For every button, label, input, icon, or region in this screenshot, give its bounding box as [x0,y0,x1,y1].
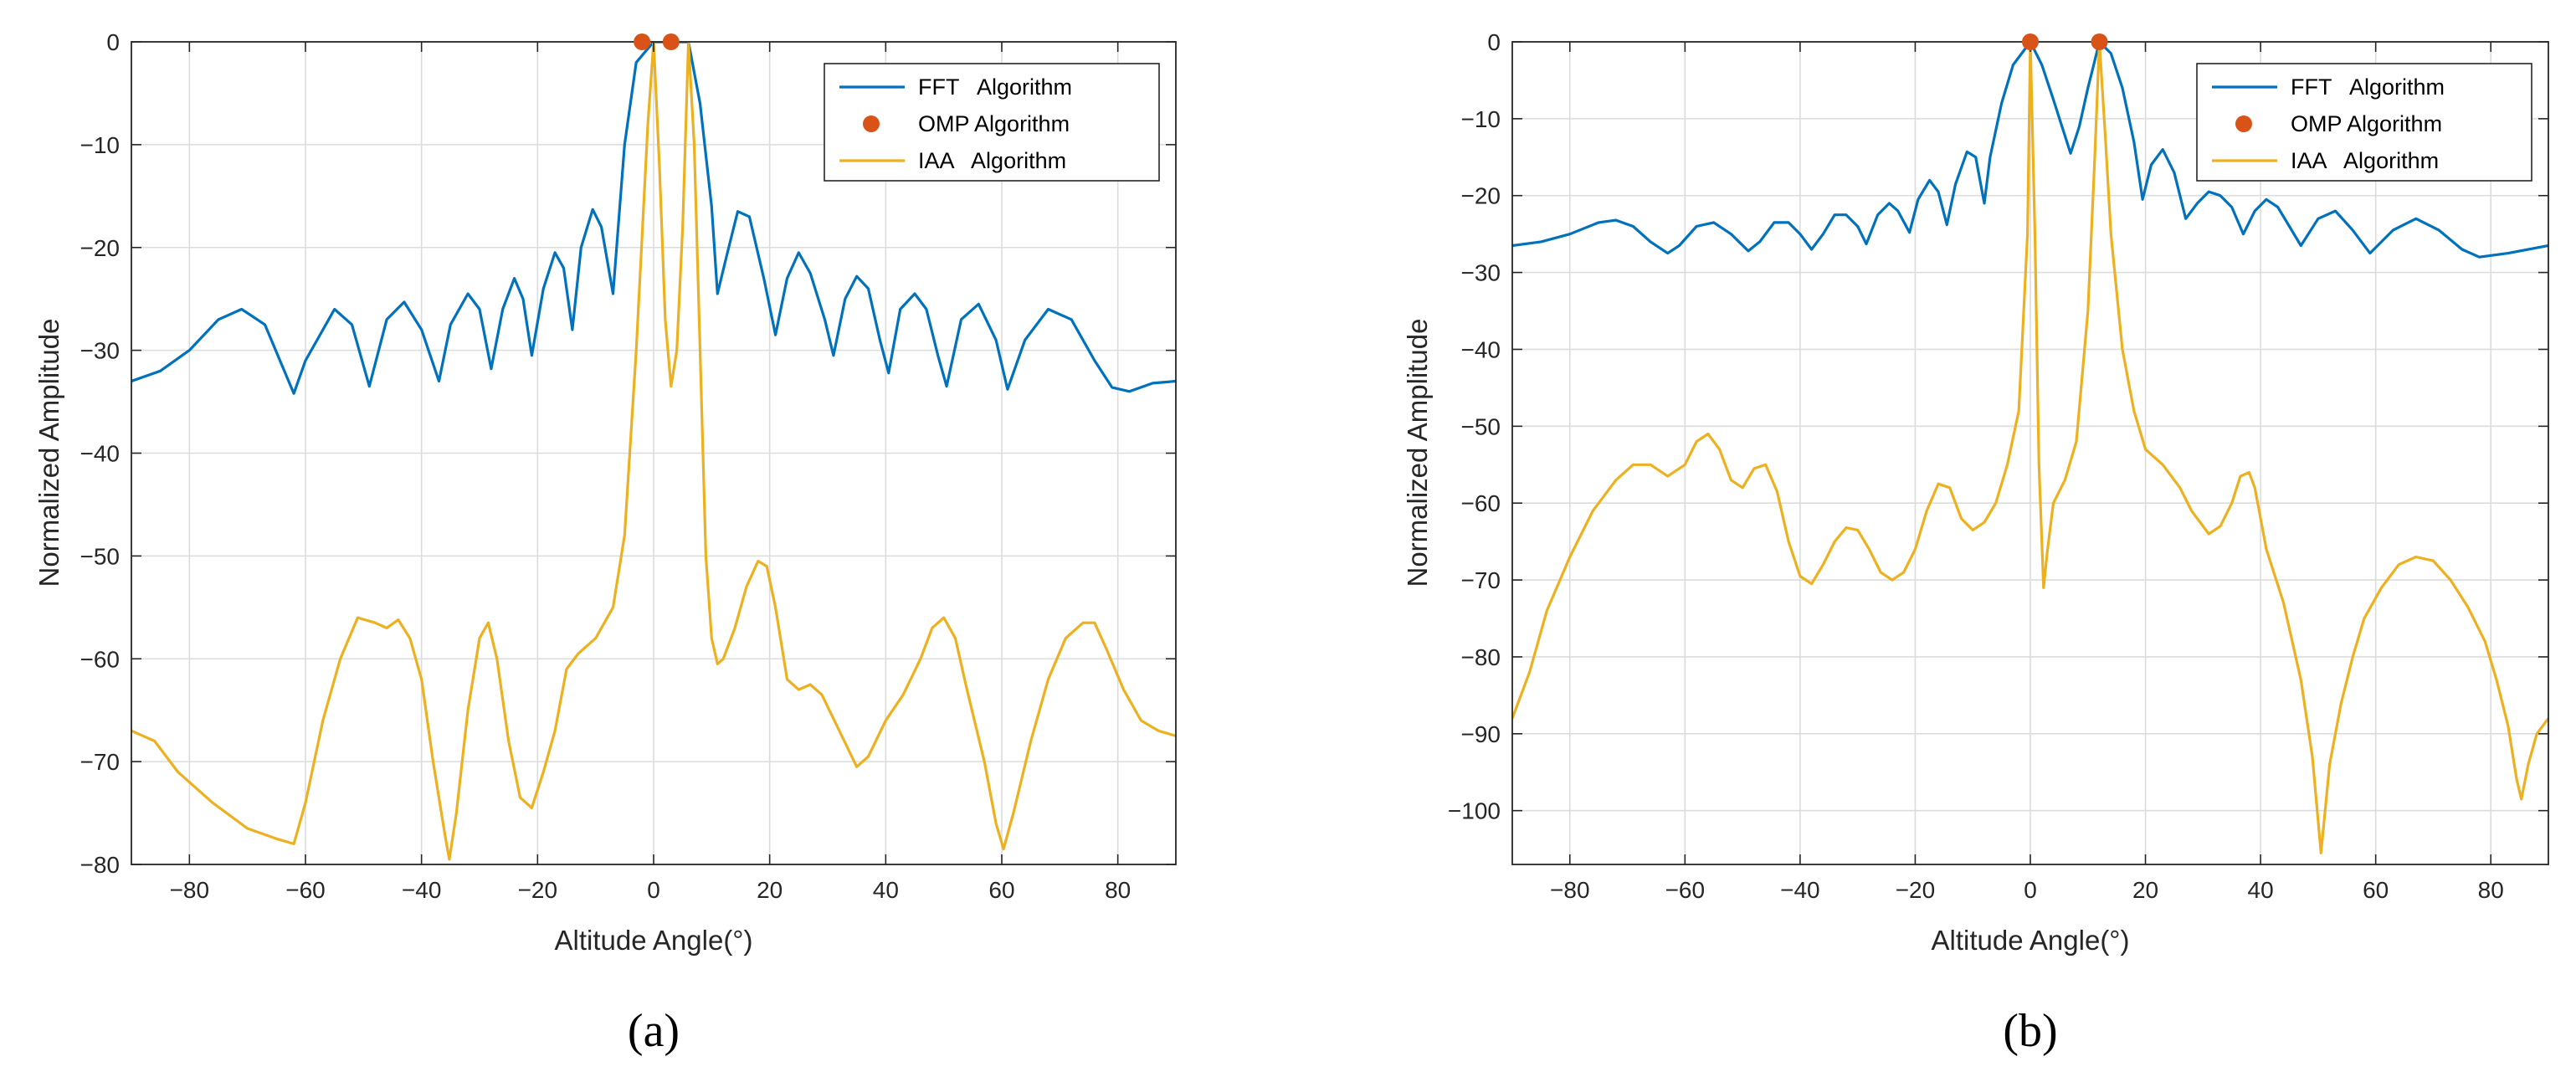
y-tick-label: −80 [80,852,121,878]
y-axis-ticks: 0 −10 −20 −30 −40 −50 −60 −70 −80 −90 −100 [1448,29,2548,824]
x-tick-label: 40 [2248,877,2274,903]
panel-label-a: (a) [628,1005,680,1057]
y-axis-label: Normalized Amplitude [33,319,64,587]
x-axis-ticks: −80 −60 −40 −20 0 20 40 60 80 [1550,42,2504,903]
x-tick-label: 0 [2024,877,2037,903]
y-tick-label: −20 [80,235,121,261]
x-axis-label: Altitude Angle(°) [555,925,753,956]
y-tick-label: −40 [1461,336,1501,362]
x-tick-label: 0 [647,877,660,903]
y-tick-label: −10 [1461,106,1501,132]
y-tick-label: −70 [80,749,121,775]
y-tick-label: −50 [1461,413,1501,439]
x-tick-label: −80 [170,877,210,903]
y-tick-label: 0 [1487,29,1501,55]
series-group [1512,42,2548,854]
x-tick-label: 20 [2132,877,2158,903]
y-tick-label: −100 [1448,798,1501,824]
fft-series-line [1512,42,2548,259]
legend-label: FFT Algorithm [918,74,1072,100]
omp-marker [634,33,651,50]
y-axis-ticks: 0 −10 −20 −30 −40 −50 −60 −70 −80 [80,29,1176,878]
y-tick-label: −20 [1461,183,1501,209]
x-tick-label: −40 [1780,877,1820,903]
y-tick-label: −30 [1461,260,1501,286]
y-tick-label: −60 [80,646,121,672]
y-tick-label: −30 [80,338,121,364]
legend-marker [863,115,880,132]
x-axis-label: Altitude Angle(°) [1932,925,2130,956]
legend-label: FFT Algorithm [2291,74,2445,100]
x-tick-label: 60 [2363,877,2389,903]
chart-panel-a: −80 −60 −40 −20 0 20 40 60 80 0 −10 −20 −30 −40 −50 −6… [33,29,1177,1057]
x-tick-label: 20 [757,877,783,903]
omp-marker [2091,33,2108,50]
chart-panel-b: −80 −60 −40 −20 0 20 40 60 80 0 −10 −20 −30 −40 −50 −6… [1402,29,2549,1057]
x-tick-label: −20 [1896,877,1936,903]
y-tick-label: −50 [80,543,121,569]
x-tick-label: −80 [1550,877,1590,903]
omp-marker [2022,33,2039,50]
fft-series-line [131,42,1176,395]
x-tick-label: 80 [1105,877,1131,903]
x-tick-label: 80 [2478,877,2504,903]
legend-label: IAA Algorithm [918,148,1066,173]
legend-marker [2235,115,2252,132]
y-tick-label: −80 [1461,644,1501,670]
y-tick-label: −70 [1461,567,1501,593]
legend: FFT Algorithm OMP Algorithm IAA Algorithm [2196,63,2532,182]
x-tick-label: 40 [873,877,899,903]
y-tick-label: −90 [1461,721,1501,747]
iaa-series-line [131,42,1176,861]
grid-lines [1512,41,2548,864]
y-tick-label: 0 [106,29,120,55]
series-group [131,42,1176,861]
y-tick-label: −40 [80,441,121,467]
x-tick-label: −60 [1665,877,1706,903]
y-tick-label: −60 [1461,490,1501,516]
x-tick-label: −60 [285,877,326,903]
x-tick-label: −40 [402,877,442,903]
x-tick-label: −20 [518,877,558,903]
x-axis-ticks: −80 −60 −40 −20 0 20 40 60 80 [170,42,1131,903]
legend-label: IAA Algorithm [2291,148,2439,173]
x-tick-label: 60 [988,877,1014,903]
omp-marker [662,33,680,50]
panel-label-b: (b) [2003,1005,2057,1057]
legend-label: OMP Algorithm [918,111,1070,136]
legend-label: OMP Algorithm [2291,111,2442,136]
y-tick-label: −10 [80,132,121,158]
y-axis-label: Normalized Amplitude [1402,319,1433,587]
legend: FFT Algorithm OMP Algorithm IAA Algorithm [824,63,1160,182]
iaa-series-line [1512,42,2548,854]
